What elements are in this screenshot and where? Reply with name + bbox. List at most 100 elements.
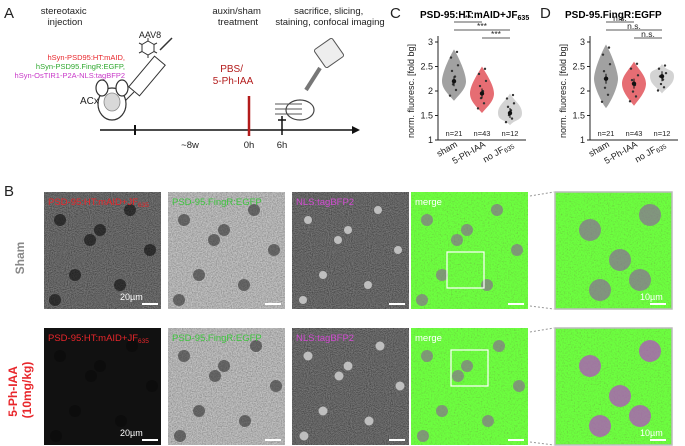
cell-body bbox=[579, 219, 601, 241]
channel-label-merge-r1: merge bbox=[415, 197, 442, 208]
cell-body bbox=[193, 405, 205, 417]
data-point bbox=[505, 97, 509, 100]
image-sham-bfp bbox=[292, 192, 409, 309]
data-point bbox=[635, 62, 639, 66]
cell-body bbox=[511, 244, 523, 256]
panel-b: B Sham 5-Ph-IAA (10mg/kg) PSD-95:HT:mAID… bbox=[4, 183, 673, 446]
construct3-label: hSyn-OsTIR1-P2A-NLS:tagBFP2 bbox=[15, 71, 125, 80]
cell-body bbox=[174, 430, 186, 442]
scalebar-label-2: 20µm bbox=[120, 428, 143, 438]
timeline-arrowhead bbox=[352, 126, 360, 134]
zoom-frame-treated bbox=[554, 327, 673, 446]
cell-body bbox=[629, 269, 651, 291]
scalebar-label-1: 20µm bbox=[120, 292, 143, 302]
violin-sham bbox=[442, 49, 466, 101]
cell-body bbox=[304, 216, 312, 224]
step2-line2: treatment bbox=[218, 17, 258, 28]
zoom-connector-sham-top bbox=[529, 191, 555, 197]
data-point bbox=[478, 84, 482, 88]
category-sub: 635 bbox=[503, 143, 516, 155]
y-axis-label: norm. fluoresc. [fold bg] bbox=[558, 44, 568, 138]
cell-body bbox=[395, 381, 405, 391]
cell-body bbox=[482, 415, 494, 427]
n-label: n=12 bbox=[502, 129, 519, 138]
y-tick-label: 2.5 bbox=[420, 62, 433, 72]
row-label-treated: 5-Ph-IAA (10mg/kg) bbox=[6, 362, 34, 419]
cell-body bbox=[178, 350, 190, 362]
data-point bbox=[603, 86, 607, 89]
data-point bbox=[512, 102, 516, 105]
cell-body bbox=[84, 234, 96, 246]
tick-label-8w: ~8w bbox=[181, 140, 199, 151]
cell-body bbox=[126, 340, 138, 352]
cell-body bbox=[239, 415, 251, 427]
cell-body bbox=[493, 340, 505, 352]
row-label-treated-line1: 5-Ph-IAA bbox=[6, 366, 20, 417]
chart-d-title: PSD-95.FingR:EGFP bbox=[565, 10, 662, 21]
cell-body bbox=[334, 236, 342, 244]
cell-body bbox=[114, 279, 126, 291]
cell-body bbox=[436, 269, 448, 281]
image-sham-merge bbox=[411, 192, 528, 309]
step1-label: stereotaxic injection bbox=[41, 6, 90, 28]
cell-body bbox=[250, 340, 262, 352]
cell-body bbox=[178, 214, 190, 226]
data-point bbox=[656, 89, 660, 92]
panel-letter-a: A bbox=[4, 5, 14, 22]
cell-body bbox=[579, 355, 601, 377]
y-tick-label: 3 bbox=[428, 37, 433, 47]
mean-marker bbox=[451, 79, 457, 84]
panel-letter-b: B bbox=[4, 183, 14, 200]
image-treated-bfp bbox=[292, 328, 409, 445]
data-point bbox=[448, 94, 452, 97]
cell-body bbox=[364, 281, 372, 289]
significance-label: *** bbox=[477, 21, 488, 31]
cell-body bbox=[268, 244, 280, 256]
n-label: n=21 bbox=[598, 129, 615, 138]
data-point bbox=[662, 86, 666, 89]
cell-body bbox=[589, 279, 611, 301]
zoom-connector-treated-top bbox=[529, 327, 555, 333]
cell-body bbox=[639, 204, 661, 226]
n-label: n=43 bbox=[626, 129, 643, 138]
cell-body bbox=[50, 430, 62, 442]
virus-particle-icon bbox=[138, 38, 158, 58]
cell-body bbox=[69, 269, 81, 281]
significance-label: ** bbox=[465, 13, 472, 23]
channel-label-jf635-r1: PSD-95:HT:mAID+JF635 bbox=[48, 197, 149, 209]
cell-body bbox=[609, 385, 631, 407]
cell-body bbox=[481, 279, 493, 291]
data-point bbox=[482, 102, 486, 105]
channel-label-merge-r2: merge bbox=[415, 333, 442, 344]
chart-c-title-sub: 635 bbox=[518, 15, 530, 22]
cell-body bbox=[238, 279, 250, 291]
data-point bbox=[477, 72, 481, 76]
chart-c-title: PSD-95:HT:mAID+JF635 bbox=[420, 10, 529, 22]
step1-line1: stereotaxic bbox=[41, 6, 87, 17]
mean-marker bbox=[631, 81, 637, 86]
data-point bbox=[659, 82, 663, 86]
step2-label: auxin/sham treatment bbox=[212, 6, 263, 28]
cell-bodies bbox=[49, 204, 661, 442]
construct2-label: hSyn-PSD95.FingR:EGFP, bbox=[36, 62, 125, 71]
data-point bbox=[602, 70, 606, 73]
cell-body bbox=[94, 360, 106, 372]
data-point bbox=[628, 100, 632, 103]
image-treated-egfp bbox=[168, 328, 285, 445]
data-point bbox=[483, 67, 487, 71]
scalebar-label-4: 10µm bbox=[640, 428, 663, 438]
data-point bbox=[636, 74, 640, 77]
n-label: n=43 bbox=[474, 129, 491, 138]
significance-label: n.s. bbox=[613, 13, 627, 23]
cell-body bbox=[343, 361, 353, 371]
panel-letter-c: C bbox=[390, 5, 401, 22]
cell-body bbox=[417, 430, 429, 442]
n-label: n=12 bbox=[654, 129, 671, 138]
microscope-objective-icon bbox=[304, 37, 345, 92]
treatment-label: PBS/ 5-Ph-IAA bbox=[213, 64, 254, 87]
cell-body bbox=[115, 415, 127, 427]
y-tick-label: 2 bbox=[428, 86, 433, 96]
y-tick-label: 3 bbox=[580, 37, 585, 47]
